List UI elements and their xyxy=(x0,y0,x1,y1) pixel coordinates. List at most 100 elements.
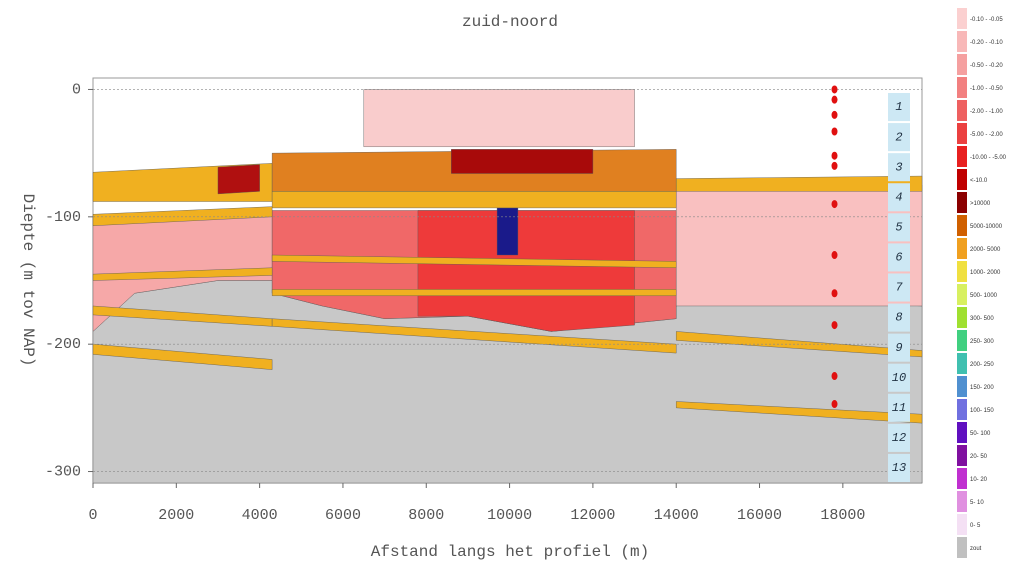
x-tick-label: 4000 xyxy=(242,507,278,524)
x-tick-label: 0 xyxy=(88,507,97,524)
legend-label: 5000-10000 xyxy=(970,224,1003,230)
x-tick-label: 14000 xyxy=(654,507,699,524)
layer-region xyxy=(217,164,260,195)
layer-label: 6 xyxy=(895,251,902,265)
layer-region xyxy=(271,254,677,268)
layer-region xyxy=(363,89,635,147)
legend-swatch xyxy=(957,491,967,512)
legend-swatch xyxy=(957,54,967,75)
layer-box xyxy=(888,153,910,182)
y-axis-label: Diepte (m tov NAP) xyxy=(19,194,37,367)
legend-swatch xyxy=(957,192,967,213)
legend-swatch xyxy=(957,77,967,98)
layer-box xyxy=(888,123,910,152)
y-tick-label: -100 xyxy=(45,209,81,226)
layer-box xyxy=(888,333,910,362)
x-tick-label: 12000 xyxy=(570,507,615,524)
sample-point xyxy=(831,251,838,260)
sample-point xyxy=(831,161,838,170)
layer-region xyxy=(92,343,273,370)
legend-label: 10- 20 xyxy=(970,477,988,483)
legend-label: 200- 250 xyxy=(970,362,994,368)
legend-swatch xyxy=(957,514,967,535)
legend-swatch xyxy=(957,330,967,351)
legend-swatch xyxy=(957,445,967,466)
sample-point xyxy=(831,110,838,119)
legend-label: -2.00 - -1.00 xyxy=(970,109,1003,115)
layer-region xyxy=(676,331,923,358)
legend-label: -0.10 - -0.05 xyxy=(970,17,1003,23)
layer-region xyxy=(676,184,923,307)
sample-point xyxy=(831,289,838,298)
layer-label: 2 xyxy=(895,130,902,144)
sample-point xyxy=(831,85,838,94)
legend-label: -1.00 - -0.50 xyxy=(970,86,1003,92)
layer-region xyxy=(92,206,273,226)
sample-point xyxy=(831,372,838,381)
x-tick-label: 6000 xyxy=(325,507,361,524)
legend-swatch xyxy=(957,31,967,52)
layer-region xyxy=(92,267,273,281)
layer-region xyxy=(451,149,594,174)
legend-label: 50- 100 xyxy=(970,431,991,437)
legend-label: zout xyxy=(970,546,982,552)
legend-label: -10.00 - -5.00 xyxy=(970,155,1007,161)
layer-region xyxy=(676,175,923,192)
layer-region xyxy=(271,191,677,209)
layer-label: 8 xyxy=(895,311,902,325)
layer-label: 3 xyxy=(895,160,902,174)
legend-label: 500- 1000 xyxy=(970,293,998,299)
legend-label: 20- 50 xyxy=(970,454,988,460)
layer-label: 10 xyxy=(892,371,906,385)
legend-swatch xyxy=(957,261,967,282)
layer-region xyxy=(417,210,635,332)
layer-region xyxy=(676,401,923,424)
sample-point xyxy=(831,151,838,160)
legend-label: 5- 10 xyxy=(970,500,984,506)
legend-label: -0.50 - -0.20 xyxy=(970,63,1003,69)
legend-label: >10000 xyxy=(970,201,991,207)
layer-label: 4 xyxy=(895,190,902,204)
legend-swatch xyxy=(957,169,967,190)
x-tick-label: 8000 xyxy=(408,507,444,524)
sample-point xyxy=(831,321,838,330)
legend-label: 2000- 5000 xyxy=(970,247,1001,253)
layer-box xyxy=(888,453,910,482)
legend-swatch xyxy=(957,146,967,167)
legend-swatch xyxy=(957,123,967,144)
legend-label: 300- 500 xyxy=(970,316,994,322)
layer-region xyxy=(271,289,677,296)
x-tick-label: 18000 xyxy=(820,507,865,524)
layer-region xyxy=(496,207,519,256)
sample-point xyxy=(831,400,838,409)
layer-label: 9 xyxy=(895,341,902,355)
sample-point xyxy=(831,200,838,209)
layer-label: 7 xyxy=(895,281,903,295)
layer-region xyxy=(271,318,677,354)
legend-swatch xyxy=(957,8,967,29)
legend-swatch xyxy=(957,468,967,489)
legend-swatch xyxy=(957,238,967,259)
sample-point xyxy=(831,95,838,104)
chart-title: zuid-noord xyxy=(462,13,558,31)
legend-swatch xyxy=(957,215,967,236)
x-axis-label: Afstand langs het profiel (m) xyxy=(371,543,649,561)
x-tick-label: 16000 xyxy=(737,507,782,524)
legend-swatch xyxy=(957,376,967,397)
x-tick-label: 10000 xyxy=(487,507,532,524)
layer-label: 13 xyxy=(892,461,906,475)
layer-label: 11 xyxy=(892,401,906,415)
legend-label: 250- 300 xyxy=(970,339,994,345)
layer-box xyxy=(888,213,910,242)
layer-box xyxy=(888,393,910,422)
layer-box xyxy=(888,363,910,392)
legend-label: -5.00 - -2.00 xyxy=(970,132,1003,138)
legend-swatch xyxy=(957,537,967,558)
x-tick-label: 2000 xyxy=(158,507,194,524)
layer-box xyxy=(888,273,910,302)
layer-box xyxy=(888,303,910,332)
legend-label: 150- 200 xyxy=(970,385,994,391)
legend-swatch xyxy=(957,399,967,420)
layer-box xyxy=(888,243,910,272)
